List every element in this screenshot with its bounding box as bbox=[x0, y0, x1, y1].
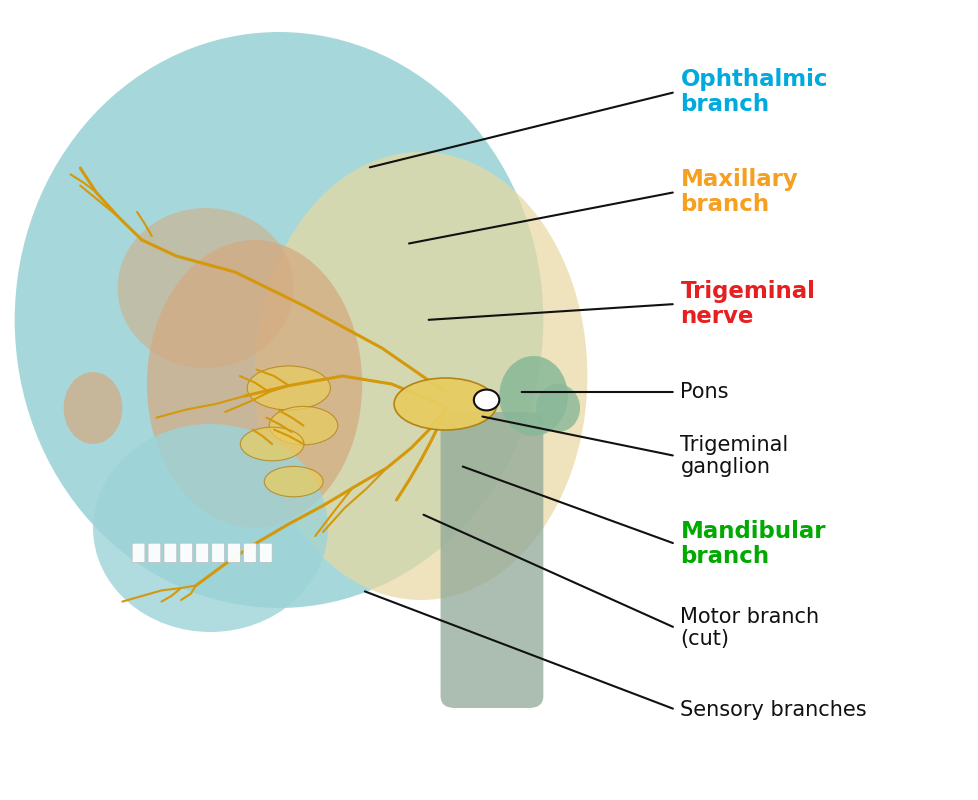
Ellipse shape bbox=[254, 152, 587, 600]
Ellipse shape bbox=[499, 356, 567, 436]
Ellipse shape bbox=[147, 240, 362, 528]
Text: Pons: Pons bbox=[680, 382, 729, 402]
Text: Sensory branches: Sensory branches bbox=[680, 699, 867, 720]
Text: Ophthalmic
branch: Ophthalmic branch bbox=[680, 68, 827, 116]
Text: Maxillary
branch: Maxillary branch bbox=[680, 168, 797, 216]
FancyBboxPatch shape bbox=[148, 543, 160, 562]
FancyBboxPatch shape bbox=[211, 543, 224, 562]
Ellipse shape bbox=[269, 406, 337, 445]
FancyBboxPatch shape bbox=[180, 543, 193, 562]
Text: Motor branch
(cut): Motor branch (cut) bbox=[680, 606, 819, 650]
FancyBboxPatch shape bbox=[259, 543, 272, 562]
Ellipse shape bbox=[64, 372, 122, 444]
Ellipse shape bbox=[15, 32, 543, 608]
FancyBboxPatch shape bbox=[227, 543, 241, 562]
Ellipse shape bbox=[117, 208, 293, 368]
Ellipse shape bbox=[393, 378, 496, 430]
FancyBboxPatch shape bbox=[163, 543, 176, 562]
FancyBboxPatch shape bbox=[196, 543, 208, 562]
Ellipse shape bbox=[93, 424, 328, 632]
Text: Mandibular
branch: Mandibular branch bbox=[680, 520, 825, 568]
Ellipse shape bbox=[535, 384, 579, 432]
Ellipse shape bbox=[241, 427, 303, 461]
FancyBboxPatch shape bbox=[244, 543, 256, 562]
FancyBboxPatch shape bbox=[132, 543, 145, 562]
Ellipse shape bbox=[246, 366, 330, 410]
FancyBboxPatch shape bbox=[440, 412, 543, 708]
Circle shape bbox=[473, 390, 499, 410]
Text: Trigeminal
ganglion: Trigeminal ganglion bbox=[680, 435, 788, 477]
Ellipse shape bbox=[264, 466, 323, 497]
Text: Trigeminal
nerve: Trigeminal nerve bbox=[680, 280, 815, 328]
